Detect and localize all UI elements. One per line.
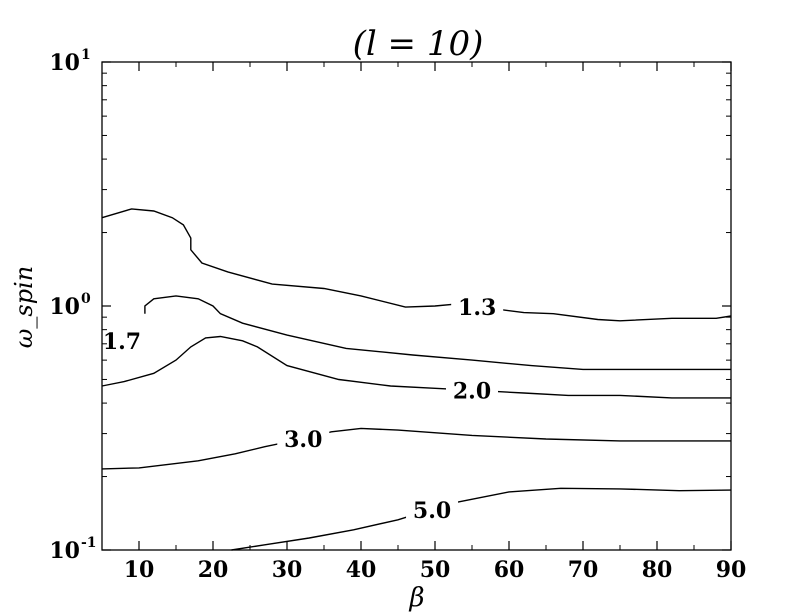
contour-label: 2.0: [453, 379, 491, 405]
contour-label-gap: [446, 377, 498, 404]
y-tick-label-base: 10: [49, 538, 80, 564]
contour-label: 1.7: [103, 329, 141, 355]
contour-label-gap: [95, 327, 148, 354]
contour-labels: 1.3 1.7 2.0 3.0 5.0: [95, 294, 504, 524]
x-tick-label: 60: [494, 557, 525, 583]
contour-line-2.0: [101, 335, 731, 399]
contour-label: 1.3: [458, 295, 496, 321]
contour-line-3.0: [101, 427, 731, 470]
y-axis-label: ω_spin: [10, 266, 38, 348]
x-tick-label: 20: [198, 557, 229, 583]
x-tick-label: 10: [124, 557, 155, 583]
y-tick-label-exponent: -1: [81, 535, 97, 551]
y-tick-label-base: 10: [49, 294, 80, 320]
contour-label: 5.0: [413, 498, 451, 524]
y-tick-label-base: 10: [49, 50, 80, 76]
contour-label-gap: [451, 294, 504, 321]
contour-label-gap: [406, 496, 459, 523]
x-tick-label: 70: [568, 557, 599, 583]
contour-line-1.3: [101, 208, 732, 322]
axis-ticks: [101, 61, 732, 551]
x-tick-labels: 10 20 30 40 50 60 70 80 90: [124, 557, 747, 583]
x-tick-label: 80: [642, 557, 673, 583]
x-tick-label: 40: [346, 557, 377, 583]
y-tick-label-exponent: 1: [81, 47, 91, 63]
contour-line-5.0: [231, 487, 732, 551]
x-tick-label: 90: [716, 557, 747, 583]
contour-label-gap: [277, 426, 330, 453]
chart-title: (l = 10): [353, 24, 484, 64]
contour-label: 3.0: [284, 427, 322, 453]
y-tick-label-exponent: 0: [81, 291, 91, 307]
contour-line-1.7: [144, 295, 731, 371]
x-axis-label: β: [408, 583, 424, 612]
x-tick-label: 30: [272, 557, 303, 583]
x-tick-label: 50: [420, 557, 451, 583]
